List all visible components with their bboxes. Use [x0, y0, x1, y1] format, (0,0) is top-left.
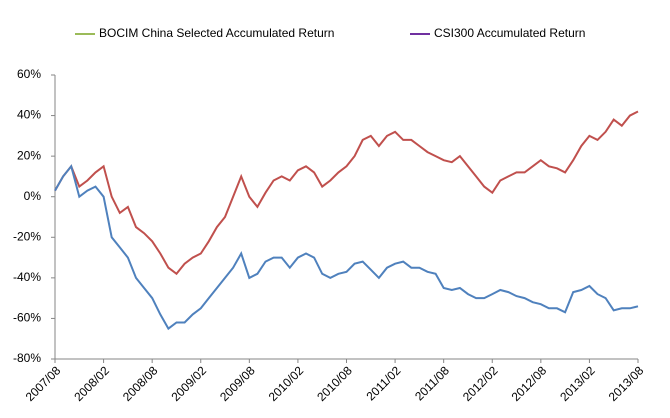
- x-tick-label: 2013/02: [557, 363, 598, 404]
- x-tick-label: 2011/02: [363, 363, 403, 403]
- y-tick-label: 40%: [17, 108, 41, 122]
- y-tick-label: -40%: [13, 270, 41, 284]
- series-line: [54, 110, 639, 276]
- y-tick-label: -20%: [13, 229, 41, 243]
- x-tick-label: 2010/02: [266, 363, 307, 404]
- legend-label: CSI300 Accumulated Return: [434, 26, 585, 40]
- x-tick-label: 2010/08: [314, 363, 355, 404]
- x-tick-label: 2012/02: [460, 363, 501, 404]
- y-tick-label: -80%: [13, 351, 41, 365]
- series-line: [54, 164, 639, 331]
- x-tick-label: 2009/02: [169, 363, 210, 404]
- y-tick-label: 20%: [17, 148, 41, 162]
- y-tick-label: -60%: [13, 311, 41, 325]
- legend-label: BOCIM China Selected Accumulated Return: [99, 26, 334, 40]
- x-tick-label: 2008/08: [120, 363, 161, 404]
- x-tick-label: 2013/08: [606, 363, 647, 404]
- x-tick-label: 2009/08: [217, 363, 258, 404]
- y-tick-label: 60%: [17, 67, 41, 81]
- x-tick-label: 2008/02: [71, 363, 112, 404]
- x-tick-label: 2012/08: [509, 363, 550, 404]
- y-tick-label: 0%: [24, 189, 42, 203]
- x-tick-label: 2007/08: [23, 363, 64, 404]
- x-tick-label: 2011/08: [412, 363, 452, 403]
